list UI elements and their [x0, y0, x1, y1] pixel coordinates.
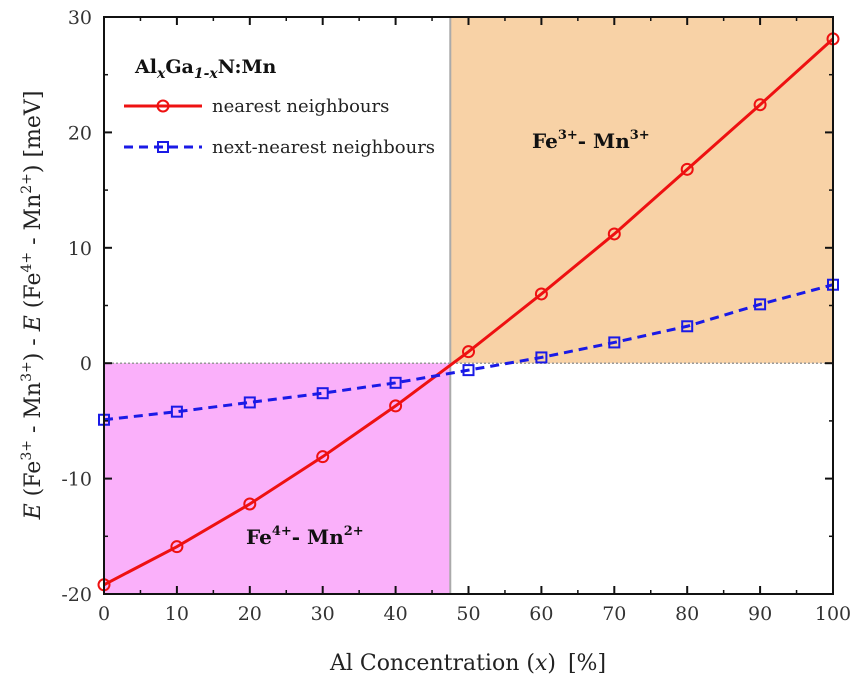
data-point-next-nearest — [754, 298, 767, 311]
data-point-nearest — [534, 287, 548, 301]
data-point-nearest — [389, 399, 403, 413]
data-point-next-nearest — [681, 320, 694, 333]
region-fe3-mn3 — [450, 17, 833, 364]
data-point-nearest — [753, 98, 767, 112]
x-tick-label: 80 — [675, 603, 699, 625]
y-tick-label: 20 — [68, 122, 92, 144]
region-fe4-mn2 — [104, 363, 451, 594]
gridlines-layer — [104, 17, 833, 594]
y-axis-title: E (Fe3+ - Mn3+) - E (Fe4+ - Mn2+) [meV] — [19, 91, 46, 521]
region-label-fe4-mn2: Fe4+- Mn2+ — [246, 524, 364, 549]
y-tick-label: 10 — [68, 238, 92, 260]
data-point-next-nearest — [389, 376, 402, 389]
x-tick-label: 90 — [748, 603, 772, 625]
x-tick-label: 100 — [815, 603, 851, 625]
data-point-nearest — [462, 345, 475, 359]
x-tick-label: 20 — [238, 603, 262, 625]
data-point-nearest — [316, 450, 330, 464]
y-tick-label: 0 — [80, 353, 92, 375]
data-point-next-nearest — [535, 351, 548, 364]
x-tick-label: 60 — [529, 603, 553, 625]
legend: nearest neighbours next-nearest neighbou… — [124, 96, 435, 158]
x-tick-label: 0 — [98, 603, 110, 625]
x-tick-label: 30 — [311, 603, 335, 625]
legend-label-next-nearest: next-nearest neighbours — [212, 137, 435, 158]
series-line-nearest — [103, 37, 835, 587]
data-point-nearest — [680, 162, 694, 176]
y-tick-label: 30 — [68, 7, 92, 29]
x-tick-label: 40 — [384, 603, 408, 625]
x-axis-title: Al Concentration (x) [%] — [329, 651, 606, 676]
y-tick-label: -20 — [61, 584, 92, 606]
y-tick-label: -10 — [61, 469, 92, 491]
data-point-nearest — [243, 497, 257, 511]
series-line-next-nearest — [103, 283, 834, 422]
chart-annotation-title: AlxGa1-xN:Mn — [134, 56, 277, 82]
legend-marker-next-nearest — [157, 141, 169, 153]
data-point-next-nearest — [170, 405, 183, 418]
legend-marker-nearest — [156, 99, 170, 113]
legend-label-nearest: nearest neighbours — [212, 96, 389, 117]
x-tick-label: 50 — [456, 603, 480, 625]
data-point-next-nearest — [243, 396, 256, 409]
x-tick-label: 70 — [602, 603, 626, 625]
data-point-next-nearest — [462, 364, 475, 377]
region-label-fe3-mn3: Fe3+- Mn3+ — [532, 128, 650, 153]
data-point-nearest — [170, 540, 184, 554]
ticks-layer: 0 10 20 30 40 50 60 70 80 90 100 -20 -10 0 10 20 30 — [61, 7, 851, 625]
data-point-nearest — [607, 227, 621, 241]
data-point-next-nearest — [316, 387, 329, 400]
x-tick-label: 10 — [165, 603, 189, 625]
data-point-next-nearest — [608, 336, 621, 349]
